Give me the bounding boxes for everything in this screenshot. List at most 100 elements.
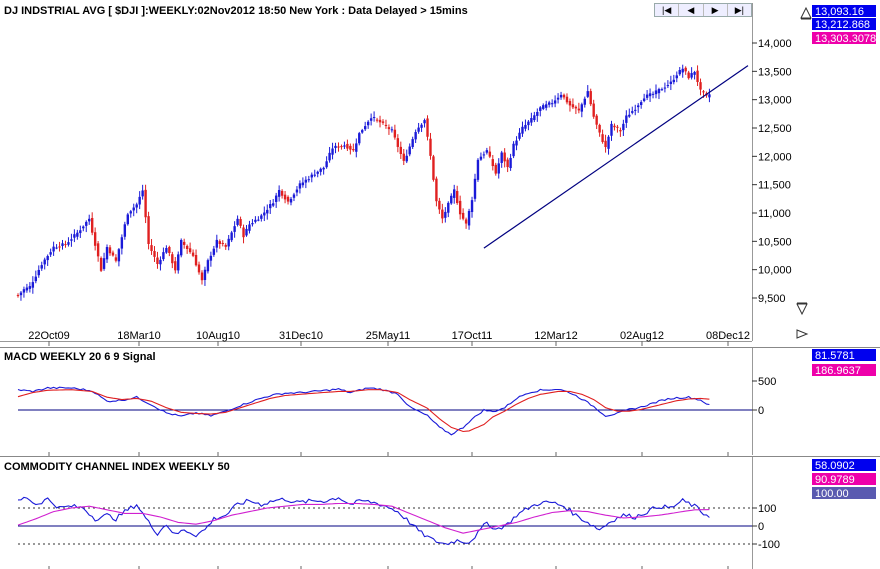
price-candle (260, 215, 263, 219)
price-candle (536, 111, 539, 116)
price-x-gridlines (48, 341, 729, 346)
price-candle (316, 171, 319, 174)
price-candle (266, 209, 269, 214)
price-candle (678, 70, 681, 75)
price-candle (349, 145, 352, 150)
price-candle (500, 152, 503, 163)
price-candle (509, 157, 512, 169)
price-y-tick-label: 14,000 (758, 38, 792, 50)
price-candle (325, 161, 328, 168)
macd-y-tick-label: 500 (758, 376, 776, 388)
price-candle (681, 68, 684, 73)
price-candle (236, 218, 239, 225)
price-candle (272, 203, 275, 206)
price-chart-title: DJ INDSTRIAL AVG [ $DJI ]:WEEKLY:02Nov20… (4, 5, 468, 17)
price-candle (274, 195, 278, 202)
price-last-value-box (812, 5, 876, 17)
price-x-tick-label: 31Dec10 (279, 330, 323, 342)
price-candle (512, 143, 515, 157)
price-candle (515, 140, 518, 146)
price-candle (67, 242, 70, 245)
skip-back-icon[interactable]: |◀ (655, 4, 680, 16)
price-candle (93, 232, 97, 246)
cci-y-tick-label: -100 (758, 539, 780, 551)
price-candle (455, 190, 459, 204)
cci-title: COMMODITY CHANNEL INDEX WEEKLY 50 (4, 461, 230, 473)
arrow-right-icon[interactable]: ▶ (704, 4, 728, 16)
price-candle (218, 241, 221, 244)
price-candle (82, 226, 85, 229)
cci-signal-line (17, 502, 710, 534)
price-candle (702, 91, 705, 93)
price-last-value-box (812, 18, 876, 30)
price-candle (286, 196, 290, 202)
chart-navigation: |◀ ◀ ▶ ▶| (654, 3, 752, 17)
price-candle (355, 143, 358, 152)
price-candle (111, 252, 115, 256)
price-candle (307, 179, 311, 181)
price-x-tick-label: 12Mar12 (534, 330, 577, 342)
price-candle (574, 106, 578, 109)
price-candle (263, 212, 266, 216)
scroll-right-arrow-icon[interactable] (796, 329, 809, 339)
price-candle (55, 247, 58, 249)
price-candle (461, 212, 465, 219)
price-candle (559, 94, 563, 98)
price-candle (387, 127, 391, 130)
arrow-left-icon[interactable]: ◀ (679, 4, 704, 16)
price-candle (654, 90, 658, 95)
price-candle (171, 254, 174, 264)
scroll-down-arrow-icon[interactable] (796, 302, 808, 316)
price-candle (352, 149, 355, 151)
cci-last-value-label: 58.0902 (815, 460, 855, 472)
price-candle (70, 239, 73, 241)
price-candle (46, 256, 49, 261)
price-candle (304, 179, 308, 183)
price-candle (366, 121, 370, 126)
price-candle (254, 219, 257, 222)
macd-line (17, 386, 710, 436)
price-candle (429, 138, 432, 156)
price-candle (168, 246, 171, 253)
price-candle (203, 269, 207, 280)
price-candle (346, 143, 349, 149)
price-candle (639, 102, 643, 106)
price-candle (447, 202, 450, 213)
price-candle (257, 219, 260, 221)
price-candle (441, 209, 444, 219)
price-candle (571, 104, 575, 108)
cci-axis-divider (752, 457, 753, 569)
scroll-up-arrow-icon[interactable] (800, 6, 812, 20)
cci-last-value-box (812, 487, 876, 499)
price-candle (432, 156, 435, 180)
price-candle (390, 129, 394, 131)
price-candle (619, 130, 622, 132)
price-candle (399, 146, 403, 154)
price-candle (64, 244, 67, 246)
price-candle (645, 94, 649, 98)
price-candle (200, 272, 204, 281)
price-candle (340, 146, 343, 148)
price-candle (16, 295, 20, 297)
price-candle (610, 123, 613, 136)
price-candle (358, 133, 361, 144)
macd-title: MACD WEEKLY 20 6 9 Signal (4, 351, 156, 363)
price-candle (269, 204, 272, 209)
price-candle (197, 264, 201, 273)
price-candle (372, 117, 376, 119)
price-candle (144, 189, 147, 218)
price-candle (530, 118, 533, 123)
price-x-tick-label: 18Mar10 (117, 330, 160, 342)
price-candle (117, 249, 121, 262)
price-candles (16, 64, 711, 301)
price-candle (613, 125, 616, 128)
price-candle (135, 204, 138, 208)
price-candle (61, 243, 64, 246)
price-candle (666, 85, 670, 87)
skip-forward-icon[interactable]: ▶| (734, 5, 744, 15)
price-candle (79, 230, 82, 234)
price-candle (313, 174, 316, 176)
price-candle (22, 289, 26, 293)
